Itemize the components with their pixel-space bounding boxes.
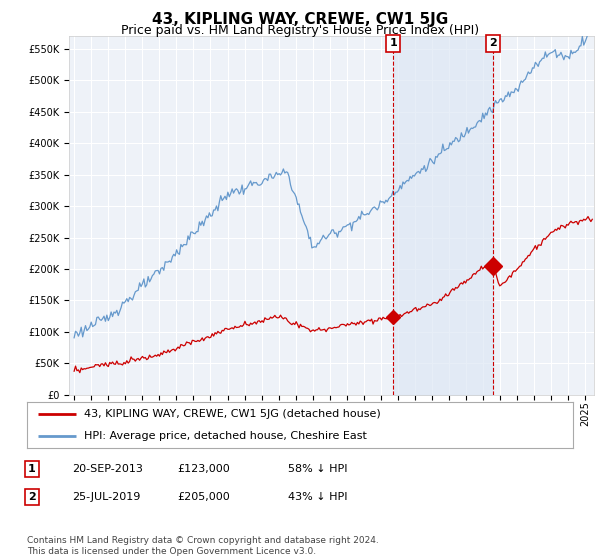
- Text: 43, KIPLING WAY, CREWE, CW1 5JG (detached house): 43, KIPLING WAY, CREWE, CW1 5JG (detache…: [85, 409, 381, 419]
- Text: 25-JUL-2019: 25-JUL-2019: [72, 492, 140, 502]
- Text: 1: 1: [389, 38, 397, 48]
- Text: 43, KIPLING WAY, CREWE, CW1 5JG: 43, KIPLING WAY, CREWE, CW1 5JG: [152, 12, 448, 27]
- Text: 2: 2: [489, 38, 497, 48]
- Text: 1: 1: [28, 464, 35, 474]
- Text: HPI: Average price, detached house, Cheshire East: HPI: Average price, detached house, Ches…: [85, 431, 367, 441]
- Text: 20-SEP-2013: 20-SEP-2013: [72, 464, 143, 474]
- Text: 43% ↓ HPI: 43% ↓ HPI: [288, 492, 347, 502]
- Text: 2: 2: [28, 492, 35, 502]
- Text: £123,000: £123,000: [177, 464, 230, 474]
- Text: Contains HM Land Registry data © Crown copyright and database right 2024.
This d: Contains HM Land Registry data © Crown c…: [27, 536, 379, 556]
- Text: £205,000: £205,000: [177, 492, 230, 502]
- Text: Price paid vs. HM Land Registry's House Price Index (HPI): Price paid vs. HM Land Registry's House …: [121, 24, 479, 37]
- Text: 58% ↓ HPI: 58% ↓ HPI: [288, 464, 347, 474]
